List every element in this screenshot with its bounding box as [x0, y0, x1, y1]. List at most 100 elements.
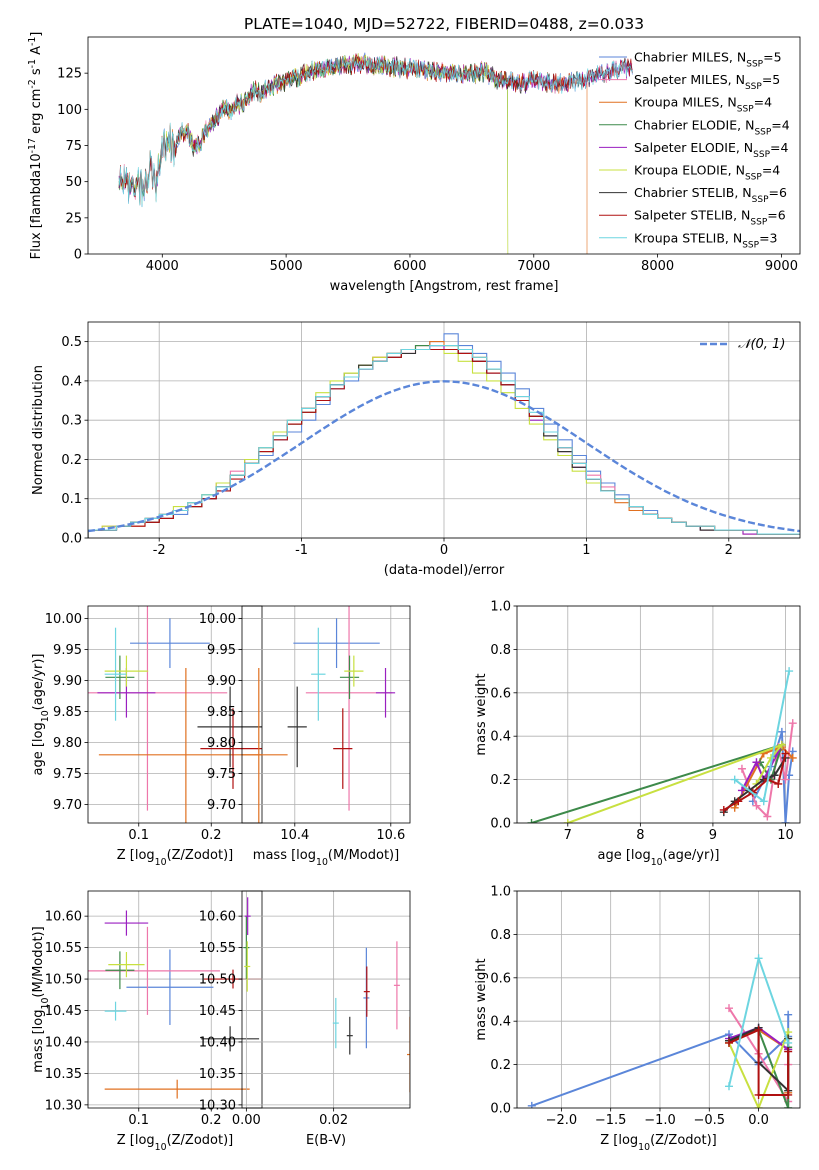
y-axis-label: Normed distribution: [31, 365, 46, 495]
weight-point-marker: [763, 812, 772, 821]
panel-z-age: 0.1 0.2 9.70 9.75 9.80 9.85 9.90 9.95 10.00 Z [lo…: [31, 605, 263, 868]
errorbar-point: [287, 686, 307, 768]
weight-point-marker: [784, 1010, 793, 1019]
weight-point-marker: [770, 771, 779, 780]
x-tick-label: 0.02: [319, 1113, 348, 1128]
plot-area: [527, 667, 797, 823]
x-tick-label: −2.0: [546, 1113, 578, 1128]
y-tick-label: 0.4: [490, 1015, 511, 1030]
panel-z-weight: −2.0 −1.5 −1.0 −0.5 0.0 0.0 0.2 0.4 0.6 0.8 1.0 Z […: [474, 885, 801, 1153]
errorbar-point: [243, 916, 250, 980]
legend-entry: Salpeter ELODIE, NSSP=4: [634, 140, 789, 160]
grid: [88, 891, 262, 1108]
y-tick-label: 10.60: [199, 910, 236, 925]
x-axis-label: E(B-V): [306, 1133, 346, 1148]
spectrum-series-line: [118, 53, 633, 206]
x-tick-label: 1: [582, 543, 590, 558]
weight-point-marker: [781, 819, 790, 823]
y-axis-label: age [log10(age/yr)]: [31, 653, 51, 775]
x-tick-label: -2: [153, 543, 166, 558]
y-tick-label: 0.6: [490, 971, 511, 986]
x-tick-label: 0: [440, 543, 448, 558]
y-tick-label: 1.0: [490, 600, 511, 615]
y-tick-label: 1.0: [490, 885, 511, 900]
weight-point-marker: [752, 801, 761, 810]
plot-area: [88, 910, 262, 1099]
axes-frame: [87, 605, 263, 824]
errorbar-point: [293, 618, 380, 668]
errorbar-point: [375, 668, 396, 718]
axes-frame: [241, 605, 411, 824]
weight-point-marker: [754, 1090, 763, 1099]
y-tick-label: 10.00: [199, 612, 236, 627]
x-tick-label: 8000: [641, 259, 674, 274]
x-tick-label: 0.00: [232, 1113, 261, 1128]
errorbar-point: [393, 941, 400, 1030]
y-tick-label: 10.45: [45, 1004, 82, 1019]
y-axis-label: Flux [flambda10-17 erg cm-2 s-1 A-1]: [27, 32, 45, 260]
y-tick-label: 0.3: [61, 414, 82, 429]
y-tick-label: 0.6: [490, 686, 511, 701]
grid: [242, 891, 410, 1108]
errorbar-point: [104, 655, 149, 687]
y-tick-label: 25: [65, 211, 82, 226]
y-tick-label: 9.95: [207, 643, 236, 658]
normal-curve: [88, 380, 800, 533]
y-tick-label: 0.5: [61, 335, 82, 350]
panel-age-weight: 7 8 9 10 0.0 0.2 0.4 0.6 0.8 1.0 age [log10(age/yr…: [474, 600, 801, 868]
plot-area: [88, 606, 262, 823]
x-axis-label: wavelength [Angstrom, rest frame]: [330, 279, 559, 294]
y-tick-label: 75: [65, 139, 82, 154]
errorbar-point: [104, 627, 127, 721]
spectrum-series-line: [118, 53, 509, 254]
weight-point-marker: [725, 1038, 734, 1047]
legend: 𝒩(0, 1): [700, 337, 785, 352]
y-tick-label: 0.8: [490, 928, 511, 943]
weight-point-marker: [527, 1101, 536, 1108]
y-tick-label: 0.0: [61, 532, 82, 547]
weight-point-marker: [781, 775, 790, 784]
weight-point-marker: [737, 786, 746, 795]
weight-point-marker: [752, 758, 761, 767]
errorbar-point: [332, 997, 339, 1049]
axes-frame: [516, 605, 801, 824]
plot-area: [527, 954, 793, 1108]
y-tick-label: 10.35: [199, 1067, 236, 1082]
plot-area: [242, 606, 396, 823]
weight-series-line: [723, 757, 787, 813]
y-tick-label: 0.0: [490, 1102, 511, 1117]
y-tick-label: 10.50: [45, 973, 82, 988]
x-tick-label: 10.6: [376, 828, 405, 843]
y-tick-label: 10.40: [199, 1035, 236, 1050]
weight-point-marker: [784, 1090, 793, 1099]
spectrum-series-line: [118, 52, 633, 207]
y-tick-label: 9.85: [207, 705, 236, 720]
y-tick-label: 10.00: [45, 612, 82, 627]
errorbar-point: [344, 655, 364, 687]
weight-point-marker: [777, 727, 786, 736]
y-tick-label: 100: [57, 103, 82, 118]
x-axis-label: Z [log10(Z/Zodot)]: [117, 848, 234, 868]
x-axis-label: mass [log10(M/Modot)]: [253, 848, 399, 868]
y-tick-label: 10.40: [45, 1035, 82, 1050]
errorbar-point: [242, 668, 288, 823]
spectrum-series-line: [118, 56, 633, 208]
weight-point-marker: [759, 797, 768, 806]
x-tick-label: 10.4: [280, 828, 309, 843]
y-axis-label: mass [log10(M/Modot)]: [31, 926, 51, 1072]
y-tick-label: 10.45: [199, 1004, 236, 1019]
weight-point-marker: [784, 1038, 793, 1047]
errorbar-point: [200, 708, 262, 789]
grid: [88, 606, 262, 823]
weight-point-marker: [784, 1104, 793, 1108]
weight-point-marker: [785, 667, 794, 676]
y-tick-label: 10.30: [45, 1098, 82, 1113]
y-tick-label: 9.70: [53, 798, 82, 813]
weight-point-marker: [725, 1004, 734, 1013]
y-tick-label: 9.80: [53, 736, 82, 751]
errorbar-point: [311, 627, 326, 721]
y-tick-label: 9.95: [53, 643, 82, 658]
x-tick-label: 0.1: [128, 828, 149, 843]
